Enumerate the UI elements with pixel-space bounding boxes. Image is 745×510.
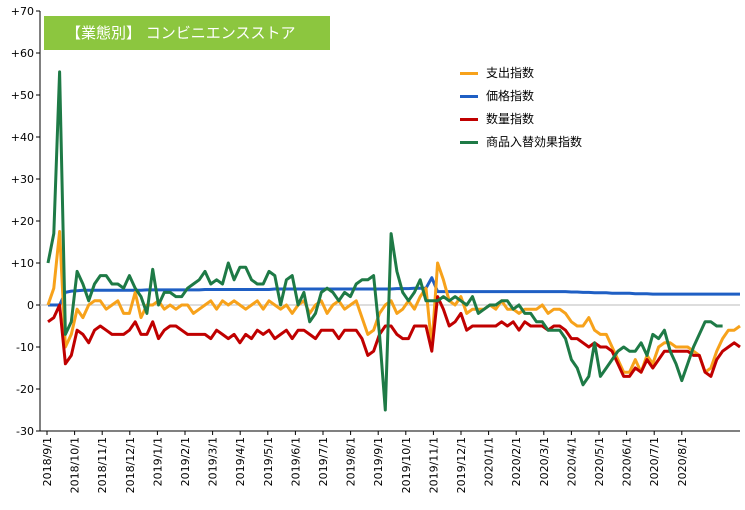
x-tick-label: 2019/1/1: [151, 437, 164, 486]
series-lines: [46, 70, 741, 412]
x-tick-label: 2019/2/1: [179, 437, 192, 486]
y-tick-label: 0: [27, 299, 34, 312]
x-tick-label: 2018/10/1: [69, 437, 82, 493]
x-tick-label: 2019/6/1: [289, 437, 302, 486]
legend-item: 価格指数: [460, 85, 610, 108]
x-tick-label: 2020/7/1: [648, 437, 661, 486]
legend-swatch: [460, 72, 478, 75]
legend-swatch: [460, 95, 478, 98]
y-tick-label: -30: [16, 425, 34, 438]
x-tick-label: 2020/1/1: [483, 437, 496, 486]
y-tick-labels: -30 -20 -10 0 +10 +20 +30 +40 +50 +60 +70: [11, 5, 40, 438]
x-tick-label: 2019/10/1: [400, 437, 413, 493]
y-tick-label: +40: [11, 131, 34, 144]
x-tick-label: 2019/12/1: [455, 437, 468, 493]
x-tick-label: 2018/9/1: [41, 437, 54, 486]
x-tick-label: 2020/6/1: [621, 437, 634, 486]
legend: 支出指数価格指数数量指数商品入替効果指数: [460, 62, 610, 154]
x-tick-label: 2020/2/1: [510, 437, 523, 486]
x-tick-label: 2019/11/1: [427, 437, 440, 493]
x-tick-label: 2019/9/1: [372, 437, 385, 486]
legend-label: 商品入替効果指数: [486, 135, 583, 149]
x-tick-label: 2019/7/1: [317, 437, 330, 486]
x-tick-label: 2018/12/1: [124, 437, 137, 493]
series-line-商品入替効果指数: [46, 70, 723, 412]
x-tick-label: 2019/5/1: [262, 437, 275, 486]
x-tick-label: 2020/8/1: [676, 437, 689, 486]
legend-item: 商品入替効果指数: [460, 131, 610, 154]
legend-label: 価格指数: [486, 89, 535, 103]
y-tick-label: +30: [11, 173, 34, 186]
x-tick-label: 2019/4/1: [234, 437, 247, 486]
legend-label: 支出指数: [486, 66, 535, 80]
y-tick-label: +50: [11, 89, 34, 102]
x-tick-label: 2019/8/1: [345, 437, 358, 486]
series-line-数量指数: [47, 295, 741, 378]
x-tick-label: 2020/3/1: [538, 437, 551, 486]
y-tick-label: +20: [11, 215, 34, 228]
y-tick-label: -10: [16, 341, 34, 354]
x-tick-labels: 2018/9/1 2018/10/1 2018/11/1 2018/12/1 2019/…: [41, 431, 689, 493]
y-tick-label: +10: [11, 257, 34, 270]
legend-item: 数量指数: [460, 108, 610, 131]
legend-swatch: [460, 118, 478, 121]
series-line-支出指数: [46, 230, 741, 374]
series-line-価格指数: [48, 276, 740, 307]
y-tick-label: +70: [11, 5, 34, 18]
chart-title-banner: 【業態別】 コンビニエンスストア: [44, 16, 330, 50]
y-tick-label: +60: [11, 47, 34, 60]
y-tick-label: -20: [16, 383, 34, 396]
legend-label: 数量指数: [486, 112, 535, 126]
x-tick-label: 2018/11/1: [96, 437, 109, 493]
chart-title: 【業態別】 コンビニエンスストア: [66, 24, 296, 42]
x-tick-label: 2020/4/1: [565, 437, 578, 486]
legend-swatch: [460, 141, 478, 144]
x-tick-label: 2020/5/1: [593, 437, 606, 486]
x-tick-label: 2019/3/1: [207, 437, 220, 486]
legend-item: 支出指数: [460, 62, 610, 85]
